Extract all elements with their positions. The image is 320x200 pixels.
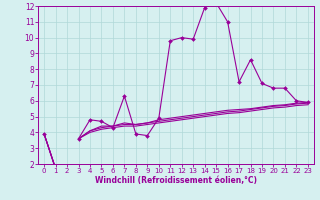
X-axis label: Windchill (Refroidissement éolien,°C): Windchill (Refroidissement éolien,°C) <box>95 176 257 185</box>
